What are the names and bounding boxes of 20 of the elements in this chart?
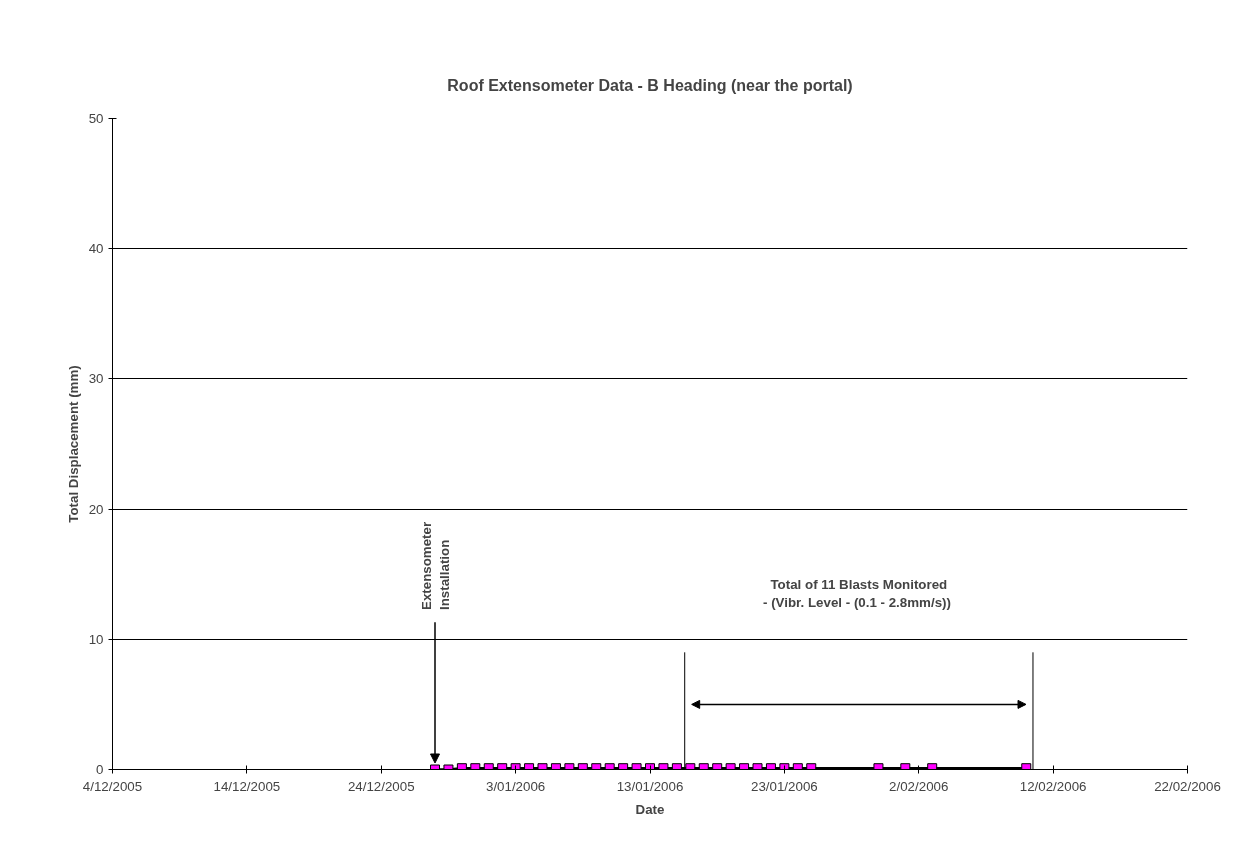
x-tick-label: 13/01/2006 [616, 778, 684, 794]
y-tick-label: 30 [88, 371, 104, 387]
y-tick-label: 20 [88, 501, 104, 517]
annotation: Extensometer Installation [418, 521, 452, 611]
x-tick-label: 24/12/2005 [347, 778, 415, 794]
x-tick-label: 22/02/2006 [1154, 778, 1221, 794]
x-axis-title: Date [635, 801, 665, 817]
x-tick-label: 23/01/2006 [751, 778, 818, 794]
x-tick-label: 14/12/2005 [213, 778, 281, 794]
y-tick-label: 0 [96, 762, 104, 777]
y-tick-label: 10 [88, 631, 104, 647]
x-tick-label: 4/12/2005 [82, 778, 143, 794]
y-axis-title: Total Displacement (mm) [65, 365, 81, 523]
x-tick-label: 3/01/2006 [485, 778, 546, 794]
x-tick-label: 12/02/2006 [1019, 778, 1087, 794]
chart-title: Roof Extensometer Data - B Heading (near the portal) [447, 76, 853, 94]
x-tick-label: 2/02/2006 [889, 778, 949, 794]
annotation: Total of 11 Blasts Monitored - (Vibr. Level - (0.1 - 2.8mm/s)) [763, 577, 951, 611]
y-tick-label: 50 [88, 111, 104, 126]
y-tick-label: 40 [88, 241, 104, 257]
